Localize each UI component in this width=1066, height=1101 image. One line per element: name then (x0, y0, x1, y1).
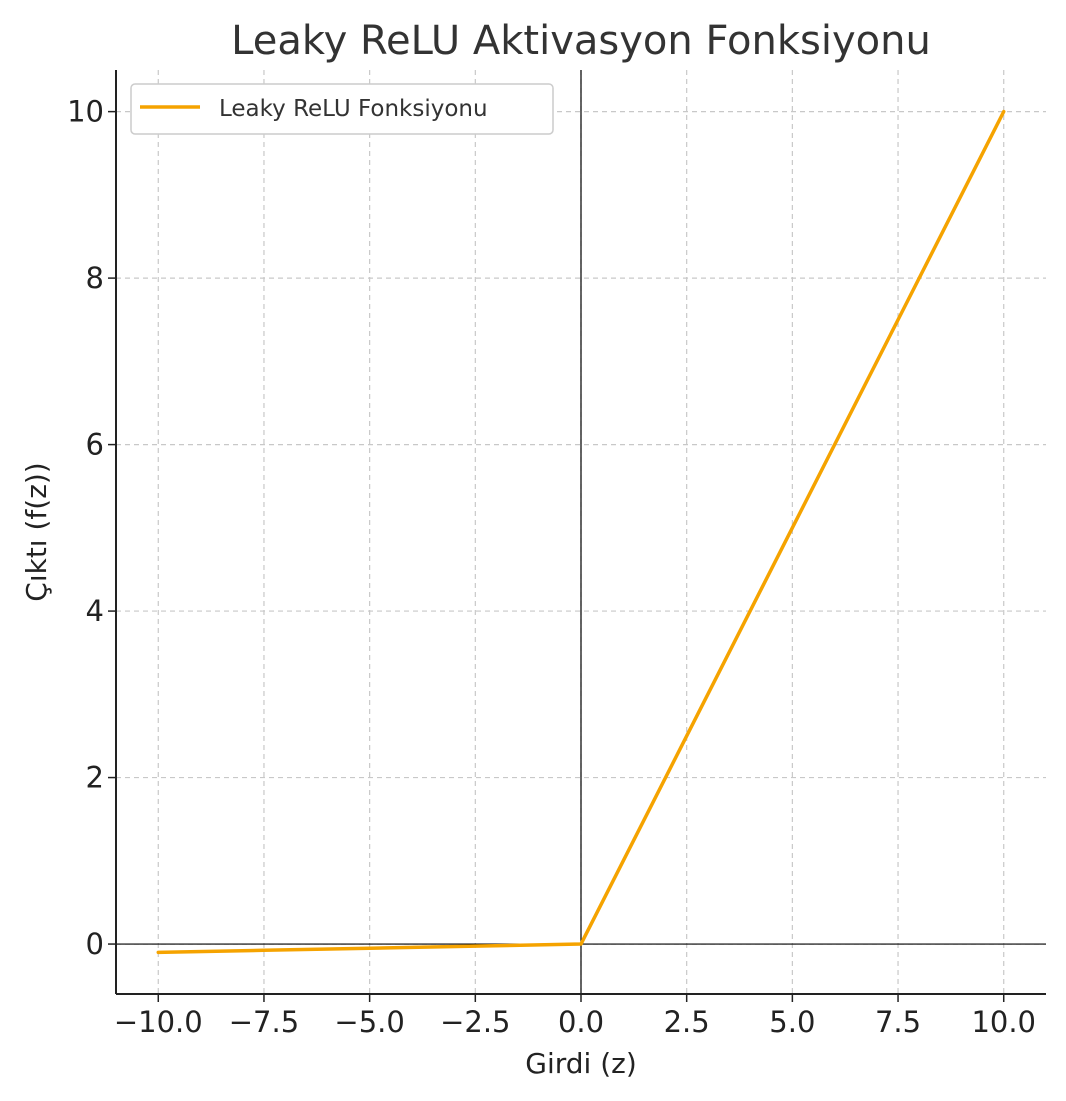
x-tick-label: 2.5 (664, 1005, 710, 1039)
x-tick-label: 5.0 (769, 1005, 815, 1039)
y-tick-label: 2 (86, 761, 104, 795)
reference-lines (116, 70, 1046, 994)
y-ticks: 0 2 4 6 8 10 (67, 95, 116, 961)
x-tick-label: 10.0 (971, 1005, 1036, 1039)
x-tick-label: −7.5 (229, 1005, 299, 1039)
y-tick-label: 4 (86, 594, 104, 628)
series-layer (156, 109, 1006, 955)
legend-box (130, 83, 554, 135)
y-tick-label: 0 (86, 927, 104, 961)
chart-title: Leaky ReLU Aktivasyon Fonksiyonu (231, 18, 931, 64)
y-tick-label: 8 (86, 261, 104, 295)
legend: Leaky ReLU Fonksiyonu (130, 83, 554, 135)
x-tick-label: −10.0 (114, 1005, 203, 1039)
y-axis-label: Çıktı (f(z)) (20, 462, 53, 601)
x-tick-label: 0.0 (558, 1005, 604, 1039)
series-line-0 (156, 109, 1006, 955)
x-ticks: −10.0 −7.5 −5.0 −2.5 0.0 2.5 5.0 7.5 10.0 (114, 994, 1036, 1039)
legend-label: Leaky ReLU Fonksiyonu (219, 96, 488, 122)
x-axis-label: Girdi (z) (525, 1047, 637, 1080)
x-tick-label: 7.5 (875, 1005, 921, 1039)
x-tick-label: −5.0 (334, 1005, 404, 1039)
y-tick-label: 6 (86, 428, 104, 462)
x-tick-label: −2.5 (440, 1005, 510, 1039)
y-tick-label: 10 (67, 95, 104, 129)
